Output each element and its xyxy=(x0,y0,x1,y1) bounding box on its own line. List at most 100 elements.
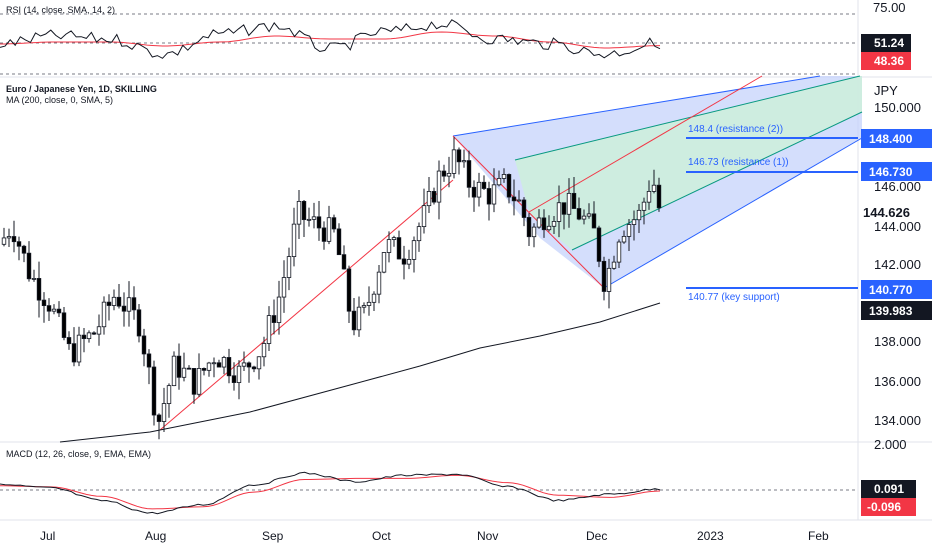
candle xyxy=(626,224,632,237)
candle xyxy=(341,254,347,270)
pitchfork-upper-mid-line xyxy=(514,75,861,161)
candle xyxy=(411,240,417,260)
candle xyxy=(126,297,132,312)
y-tick: 142.000 xyxy=(874,257,921,272)
candle xyxy=(596,227,602,262)
rsi-label: RSI (14, close, SMA, 14, 2) xyxy=(6,5,115,15)
candle xyxy=(281,277,287,298)
candle xyxy=(41,299,47,307)
candle xyxy=(611,261,617,269)
candle xyxy=(396,237,402,260)
rsi-panel[interactable]: RSI (14, close, SMA, 14, 2) 75.00 51.24 … xyxy=(0,0,911,75)
candle xyxy=(286,256,292,278)
candle xyxy=(251,366,257,370)
candle xyxy=(131,297,137,311)
candle xyxy=(501,174,507,179)
candle xyxy=(421,205,427,228)
candle xyxy=(176,355,182,378)
candle xyxy=(121,305,127,312)
y-tick: 134.000 xyxy=(874,413,921,428)
candle xyxy=(571,192,577,209)
candle xyxy=(216,362,222,368)
candle xyxy=(511,196,517,202)
candle xyxy=(516,199,522,202)
candle xyxy=(581,215,587,220)
candle xyxy=(646,191,652,203)
candle xyxy=(136,309,142,337)
candle xyxy=(201,368,207,371)
candle xyxy=(416,226,422,242)
candle xyxy=(141,335,147,355)
ma200-line xyxy=(59,302,661,443)
candle xyxy=(276,296,282,323)
x-tick: Oct xyxy=(372,529,391,543)
candle xyxy=(116,296,122,307)
candle xyxy=(436,170,442,203)
price-panel[interactable]: 148.4 (resistance (2)) 146.73 (resistanc… xyxy=(1,75,932,443)
candle xyxy=(471,186,477,198)
candle xyxy=(371,293,377,303)
candle xyxy=(641,201,647,211)
macd-line xyxy=(0,471,661,515)
candle xyxy=(96,326,102,335)
candle xyxy=(146,353,152,368)
pitchfork-median-line xyxy=(528,75,763,213)
candle xyxy=(101,301,107,328)
candle xyxy=(481,181,487,189)
candle xyxy=(111,296,117,306)
candle xyxy=(1,237,7,245)
candle xyxy=(56,308,62,314)
candle xyxy=(491,184,497,205)
currency-label: JPY xyxy=(874,83,898,98)
candle xyxy=(296,200,302,225)
candle xyxy=(451,149,457,174)
pitchfork-handle xyxy=(452,135,605,289)
macd-panel[interactable]: MACD (12, 26, close, 9, EMA, EMA) 2.000 … xyxy=(0,437,916,516)
x-axis[interactable]: Jul Aug Sep Oct Nov Dec 2023 Feb xyxy=(0,519,932,543)
candle xyxy=(86,332,92,340)
last-price-label: 144.626 xyxy=(863,205,910,220)
candle xyxy=(301,200,307,221)
candle xyxy=(181,367,187,378)
candle xyxy=(326,217,332,242)
resistance-1-annotation: 146.73 (resistance (1)) xyxy=(688,157,789,168)
ma-label: MA (200, close, 0, SMA, 5) xyxy=(6,95,113,105)
candle xyxy=(186,367,192,370)
macd-signal-line xyxy=(0,474,661,510)
candle xyxy=(391,237,397,240)
candle xyxy=(476,181,482,198)
resistance-2-value: 148.400 xyxy=(869,132,913,146)
candle xyxy=(51,308,57,312)
candle xyxy=(81,334,87,340)
candle xyxy=(636,209,642,221)
resistance-1-value: 146.730 xyxy=(869,165,913,179)
candle xyxy=(361,305,367,308)
x-tick: Dec xyxy=(586,529,607,543)
candle xyxy=(351,310,357,331)
candle xyxy=(381,252,387,273)
resistance-2-annotation: 148.4 (resistance (2)) xyxy=(688,124,783,135)
chart-title: Euro / Japanese Yen, 1D, SKILLING xyxy=(6,84,157,94)
candle xyxy=(311,216,317,220)
candle xyxy=(631,219,637,225)
support-value: 140.770 xyxy=(869,283,913,297)
candle xyxy=(441,170,447,177)
candle xyxy=(256,356,262,370)
x-tick: 2023 xyxy=(697,529,724,543)
candle xyxy=(331,217,337,230)
rsi-sma-value-text: 48.36 xyxy=(874,54,904,68)
candle xyxy=(566,192,572,215)
rsi-line xyxy=(0,19,661,59)
candle xyxy=(76,334,82,363)
candle xyxy=(26,252,32,280)
candle xyxy=(266,315,272,344)
macd-signal-value-tag xyxy=(861,498,916,516)
candle xyxy=(401,258,407,265)
candle xyxy=(656,184,662,209)
candle xyxy=(171,355,177,387)
candle xyxy=(261,343,267,358)
candle xyxy=(506,174,512,198)
candle xyxy=(586,213,592,217)
candle xyxy=(106,301,112,306)
